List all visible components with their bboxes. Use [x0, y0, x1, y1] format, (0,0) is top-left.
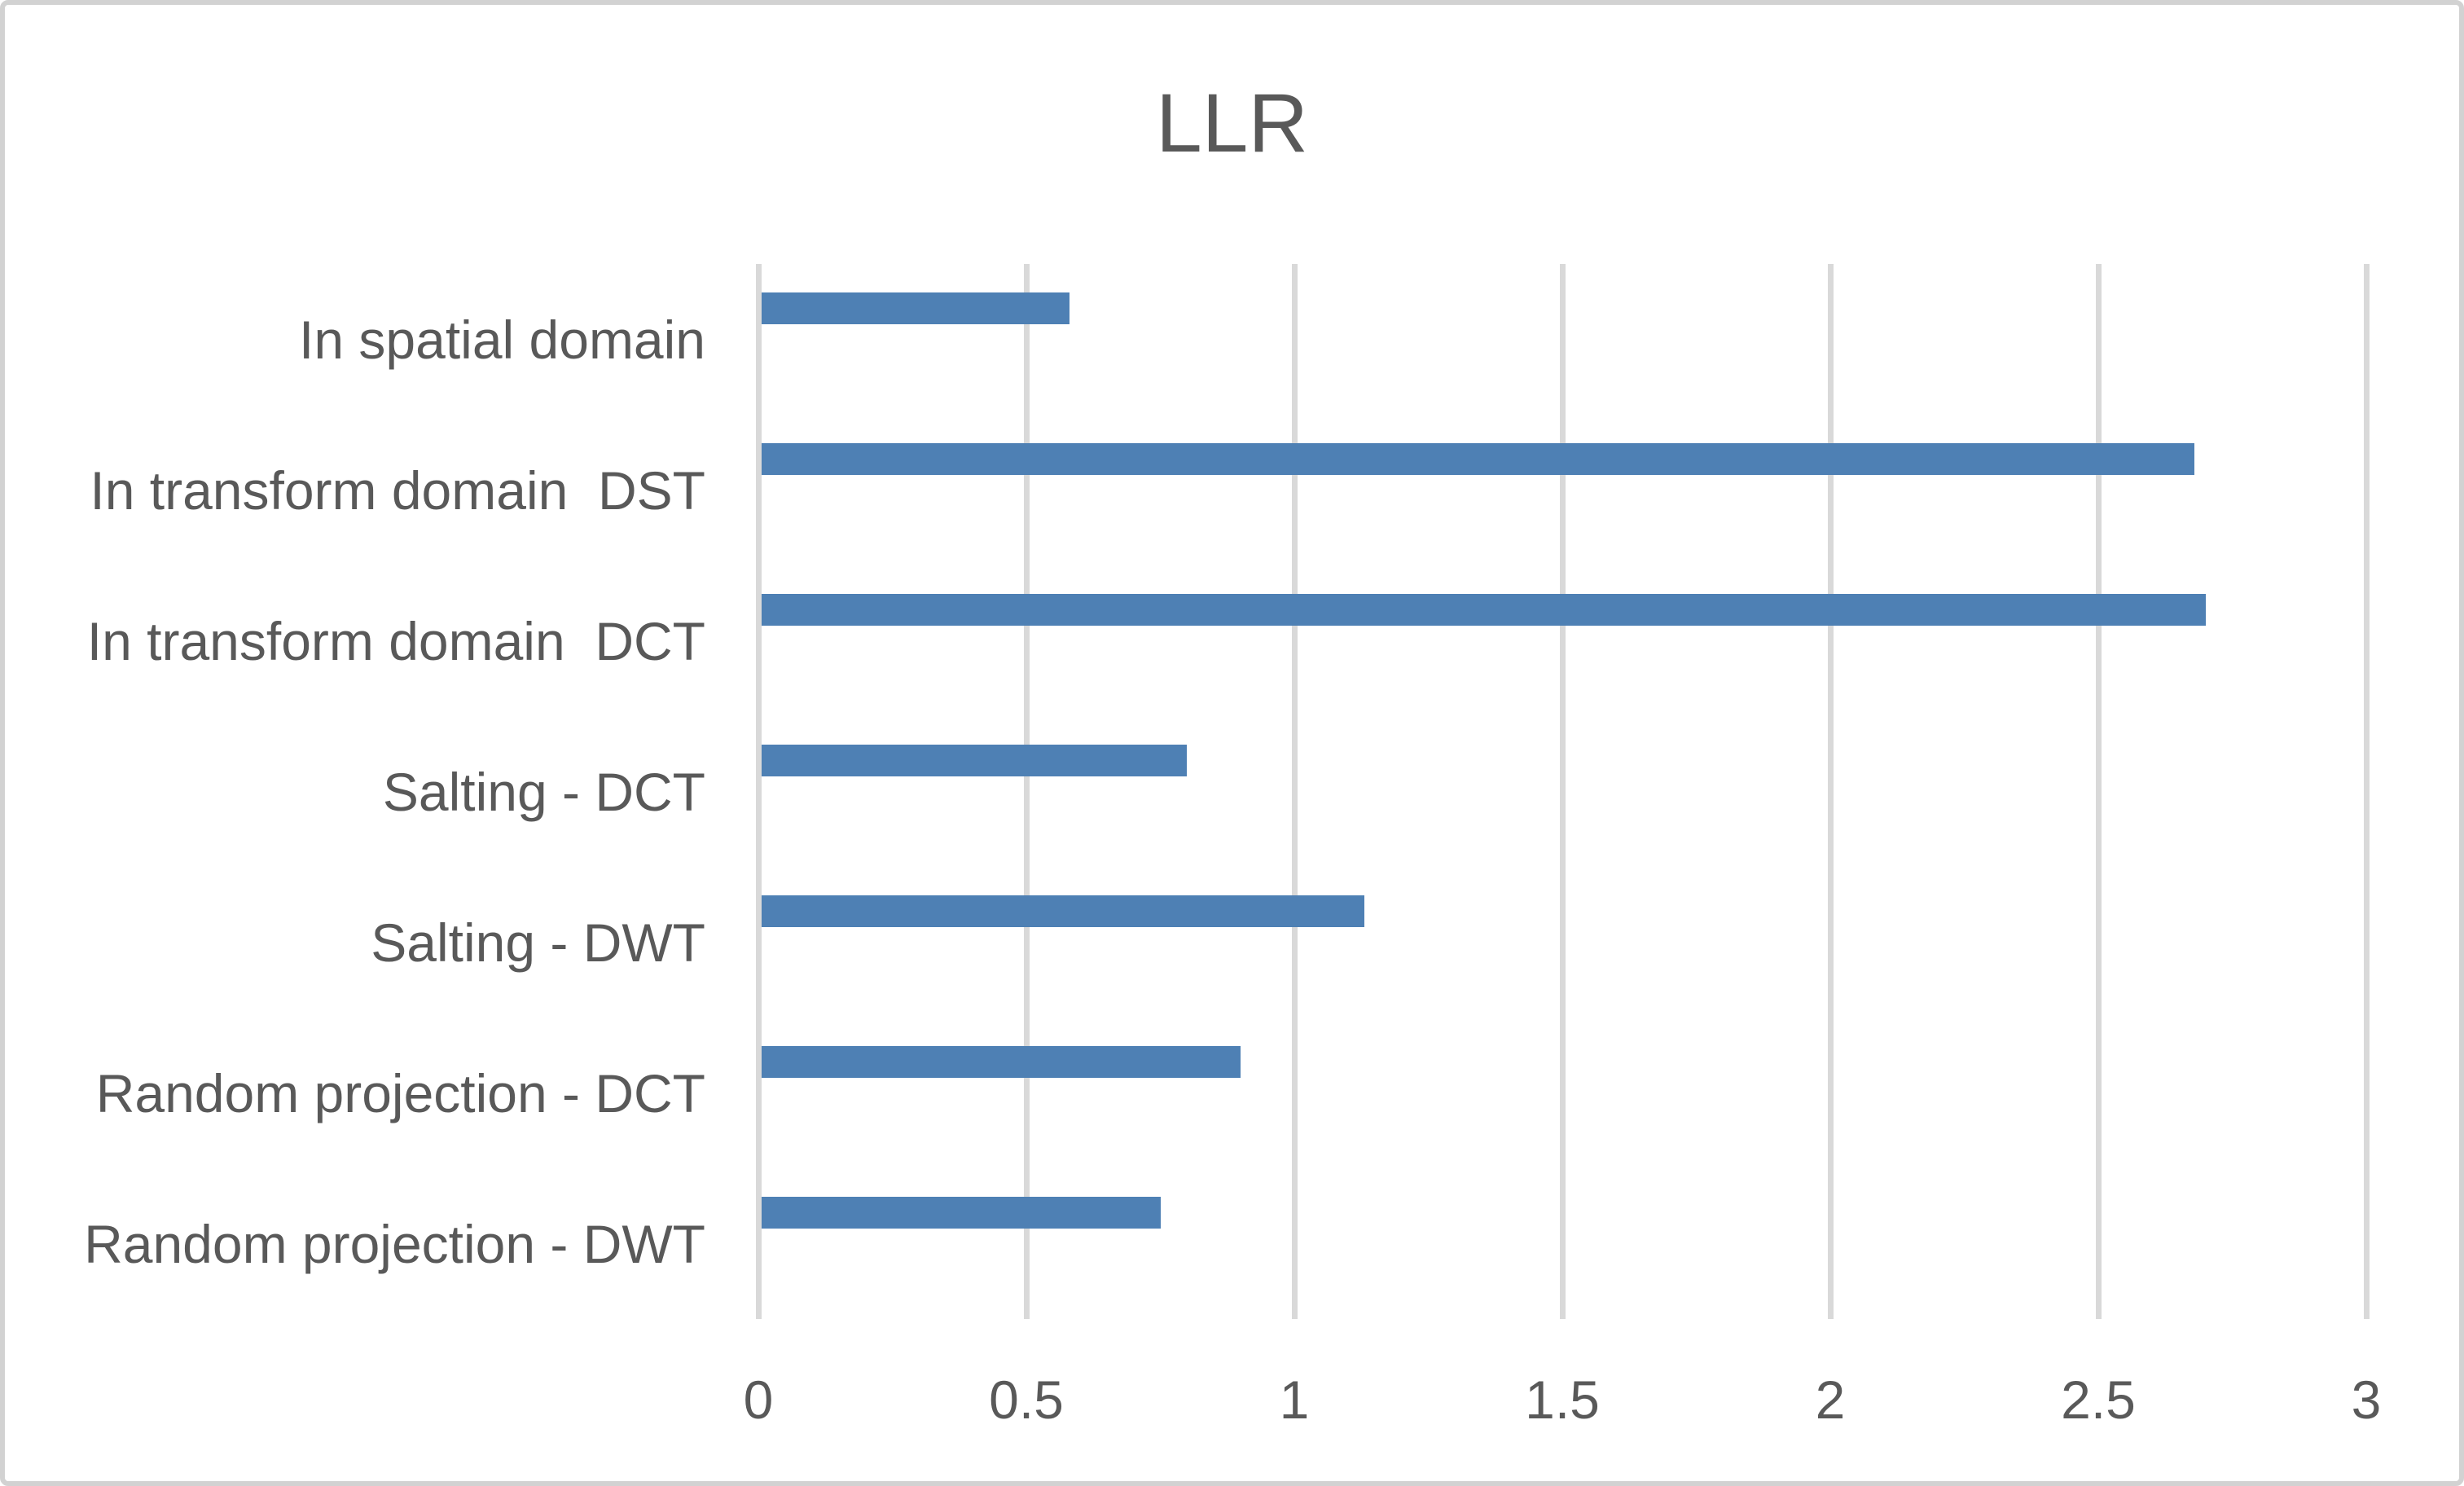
gridline [1292, 264, 1298, 1319]
gridline [1828, 264, 1834, 1319]
plot-area: In spatial domain In transform domain DST… [5, 5, 2459, 1481]
category-label: Random projection - DWT [84, 1214, 705, 1274]
category-label: Salting - DWT [371, 912, 705, 973]
bar [762, 1046, 1241, 1078]
gridline [2096, 264, 2102, 1319]
x-tick-label: 0.5 [989, 1369, 1064, 1430]
category-label: In spatial domain [299, 310, 705, 370]
x-tick-label: 2.5 [2061, 1369, 2136, 1430]
bar [762, 594, 2206, 626]
category-label: In transform domain DCT [86, 611, 705, 671]
category-label: Salting - DCT [382, 762, 705, 822]
x-tick-label: 1.5 [1525, 1369, 1600, 1430]
category-label: Random projection - DCT [95, 1063, 705, 1123]
bar [762, 443, 2194, 475]
x-tick-label: 0 [743, 1369, 774, 1430]
bar [762, 1197, 1161, 1229]
category-label: In transform domain DST [90, 460, 705, 521]
x-tick-label: 3 [2351, 1369, 2382, 1430]
gridline [2364, 264, 2370, 1319]
bar [762, 895, 1364, 927]
x-tick-label: 1 [1279, 1369, 1310, 1430]
value-axis-line [756, 264, 762, 1319]
bar [762, 292, 1069, 324]
gridline [1560, 264, 1566, 1319]
gridline [1024, 264, 1030, 1319]
x-tick-label: 2 [1815, 1369, 1846, 1430]
bar [762, 745, 1187, 776]
chart-title: LLR [1155, 77, 1309, 169]
